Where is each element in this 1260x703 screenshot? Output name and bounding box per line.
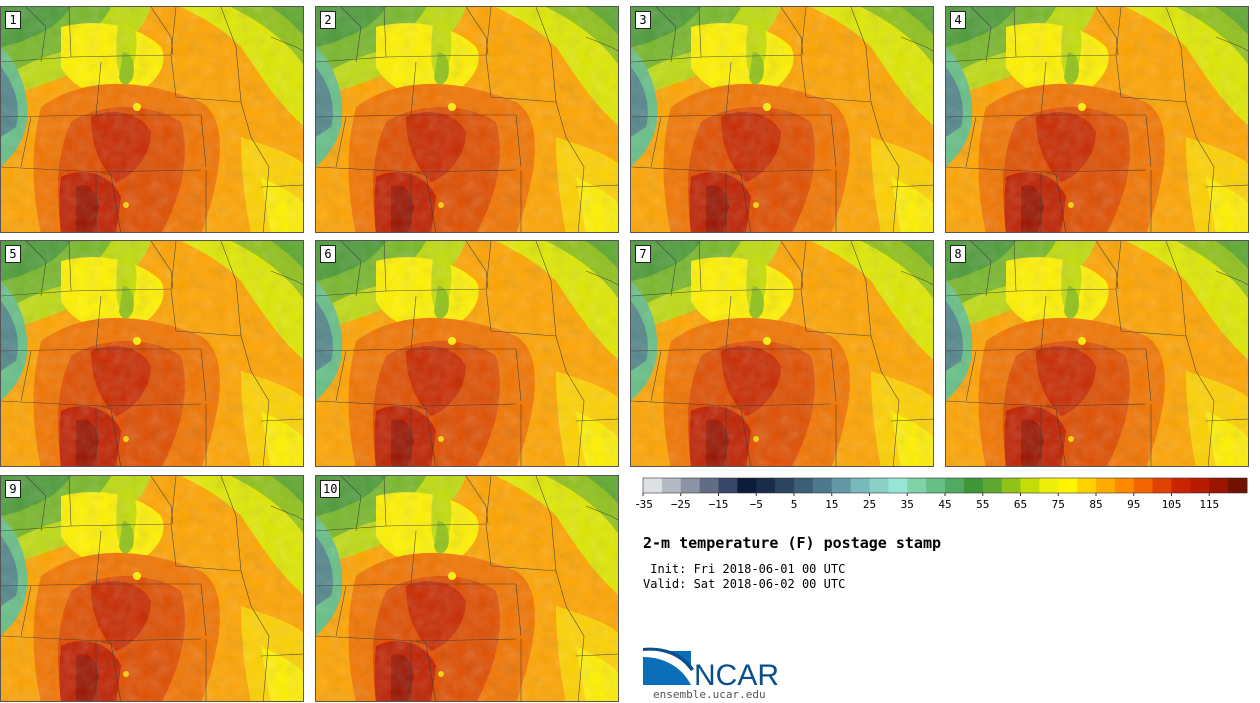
colorbar-swatch xyxy=(1058,478,1078,493)
temperature-map xyxy=(631,7,934,233)
colorbar-tick-label: 55 xyxy=(976,498,989,511)
member-panel-3[interactable]: 3 xyxy=(630,6,934,233)
colorbar-tick-label: 85 xyxy=(1089,498,1102,511)
logo-url: ensemble.ucar.edu xyxy=(653,688,766,701)
colorbar-swatch xyxy=(756,478,776,493)
temperature-map xyxy=(946,241,1249,467)
colorbar-swatch xyxy=(812,478,833,493)
member-panel-5[interactable]: 5 xyxy=(0,240,304,467)
member-panel-9[interactable]: 9 xyxy=(0,475,304,702)
member-panel-4[interactable]: 4 xyxy=(945,6,1249,233)
logo-wordmark: NCAR xyxy=(694,659,779,689)
colorbar-swatch xyxy=(831,478,852,493)
ncar-swoosh-icon xyxy=(643,647,694,685)
member-panel-7[interactable]: 7 xyxy=(630,240,934,467)
colorbar-tick-label: 35 xyxy=(901,498,914,511)
colorbar-swatch xyxy=(907,478,927,493)
member-panel-1[interactable]: 1 xyxy=(0,6,304,233)
member-label: 1 xyxy=(5,11,21,29)
colorbar-swatch xyxy=(794,478,814,493)
colorbar-swatch xyxy=(1001,478,1021,493)
temperature-map xyxy=(1,476,304,702)
temperature-map xyxy=(946,7,1249,233)
figure-title: 2-m temperature (F) postage stamp xyxy=(643,534,942,552)
member-label: 4 xyxy=(950,11,966,29)
colorbar-tick-label: 25 xyxy=(863,498,876,511)
colorbar-swatch xyxy=(661,478,682,493)
temperature-map xyxy=(631,241,934,467)
colorbar-tick-label: 65 xyxy=(1014,498,1027,511)
member-label: 10 xyxy=(320,480,341,498)
colorbar-swatch xyxy=(699,478,719,493)
colorbar-swatch xyxy=(888,478,908,493)
member-label: 5 xyxy=(5,245,21,263)
colorbar-tick-label: −25 xyxy=(671,498,691,511)
colorbar-swatch xyxy=(1171,478,1191,493)
colorbar-swatch xyxy=(1020,478,1040,493)
temperature-colorbar: −35 −25 −15 −5 5 15 25 35 45 55 65 75 85 95 105 115 xyxy=(636,477,1248,511)
colorbar-swatch xyxy=(775,478,795,493)
init-time: Init: Fri 2018-06-01 00 UTC xyxy=(643,562,846,576)
temperature-map xyxy=(316,476,619,702)
temperature-map xyxy=(1,241,304,467)
colorbar-tick-label: 95 xyxy=(1127,498,1140,511)
colorbar-swatch xyxy=(1039,478,1059,493)
member-label: 2 xyxy=(320,11,336,29)
member-label: 6 xyxy=(320,245,336,263)
colorbar-swatch xyxy=(718,478,738,493)
colorbar-swatch xyxy=(945,478,965,493)
colorbar-swatch xyxy=(1114,478,1135,493)
member-label: 7 xyxy=(635,245,651,263)
temperature-map xyxy=(316,7,619,233)
colorbar-swatch xyxy=(1133,478,1154,493)
colorbar-swatch xyxy=(850,478,870,493)
colorbar-swatch xyxy=(1152,478,1172,493)
colorbar-swatch xyxy=(737,478,757,493)
temperature-map xyxy=(316,241,619,467)
colorbar-swatch xyxy=(1077,478,1097,493)
member-label: 3 xyxy=(635,11,651,29)
member-panel-10[interactable]: 10 xyxy=(315,475,619,702)
colorbar-tick-label: 75 xyxy=(1052,498,1065,511)
colorbar-tick-label: 5 xyxy=(791,498,798,511)
colorbar-swatch xyxy=(963,478,984,493)
colorbar-tick-label: −15 xyxy=(709,498,729,511)
ncar-logo: NCAR xyxy=(643,647,779,689)
member-panel-6[interactable]: 6 xyxy=(315,240,619,467)
colorbar-swatch xyxy=(926,478,946,493)
colorbar-swatch xyxy=(680,478,701,493)
member-panel-8[interactable]: 8 xyxy=(945,240,1249,467)
member-label: 9 xyxy=(5,480,21,498)
colorbar-swatch xyxy=(1209,478,1229,493)
colorbar-tick-label: 105 xyxy=(1162,498,1182,511)
member-label: 8 xyxy=(950,245,966,263)
valid-time: Valid: Sat 2018-06-02 00 UTC xyxy=(643,577,846,591)
colorbar-tick-label: 15 xyxy=(825,498,838,511)
colorbar-swatch xyxy=(643,478,663,493)
member-panel-2[interactable]: 2 xyxy=(315,6,619,233)
colorbar-swatch xyxy=(1190,478,1210,493)
colorbar-tick-label: −35 xyxy=(636,498,653,511)
colorbar-swatch xyxy=(1096,478,1116,493)
colorbar-tick-label: 45 xyxy=(938,498,951,511)
colorbar-tick-label: −5 xyxy=(750,498,763,511)
colorbar-swatch xyxy=(982,478,1003,493)
temperature-map xyxy=(1,7,304,233)
colorbar-tick-label: 115 xyxy=(1199,498,1219,511)
colorbar-swatch xyxy=(869,478,889,493)
colorbar-swatch xyxy=(1228,478,1248,493)
